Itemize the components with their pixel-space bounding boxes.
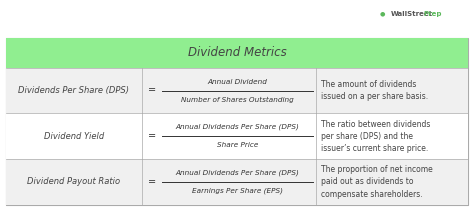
Text: Annual Dividends Per Share (DPS): Annual Dividends Per Share (DPS) [176,124,300,130]
Text: WallStreet: WallStreet [391,11,433,18]
Text: Dividend Payout Ratio: Dividend Payout Ratio [27,177,120,186]
Text: Dividend Yield: Dividend Yield [44,132,104,141]
Text: Share Price: Share Price [217,142,258,148]
Text: The ratio between dividends
per share (DPS) and the
issuer’s current share price: The ratio between dividends per share (D… [321,120,431,153]
Bar [6,38,468,68]
Text: Dividend Metrics: Dividend Metrics [188,46,286,59]
Text: Dividends Per Share (DPS): Dividends Per Share (DPS) [18,86,129,95]
Text: =: = [148,85,156,96]
Text: ●: ● [379,11,385,17]
Text: The proportion of net income
paid out as dividends to
compensate shareholders.: The proportion of net income paid out as… [321,165,433,199]
Text: Prep: Prep [423,11,442,18]
Bar [6,68,468,113]
Text: =: = [148,177,156,187]
Bar [6,38,468,205]
Text: =: = [148,131,156,141]
Text: Earnings Per Share (EPS): Earnings Per Share (EPS) [192,188,283,194]
Text: Annual Dividend: Annual Dividend [208,79,268,85]
Text: The amount of dividends
issued on a per share basis.: The amount of dividends issued on a per … [321,80,428,101]
Text: Annual Dividends Per Share (DPS): Annual Dividends Per Share (DPS) [176,169,300,176]
Bar [6,113,468,159]
Bar [6,159,468,205]
Text: Number of Shares Outstanding: Number of Shares Outstanding [181,97,294,103]
